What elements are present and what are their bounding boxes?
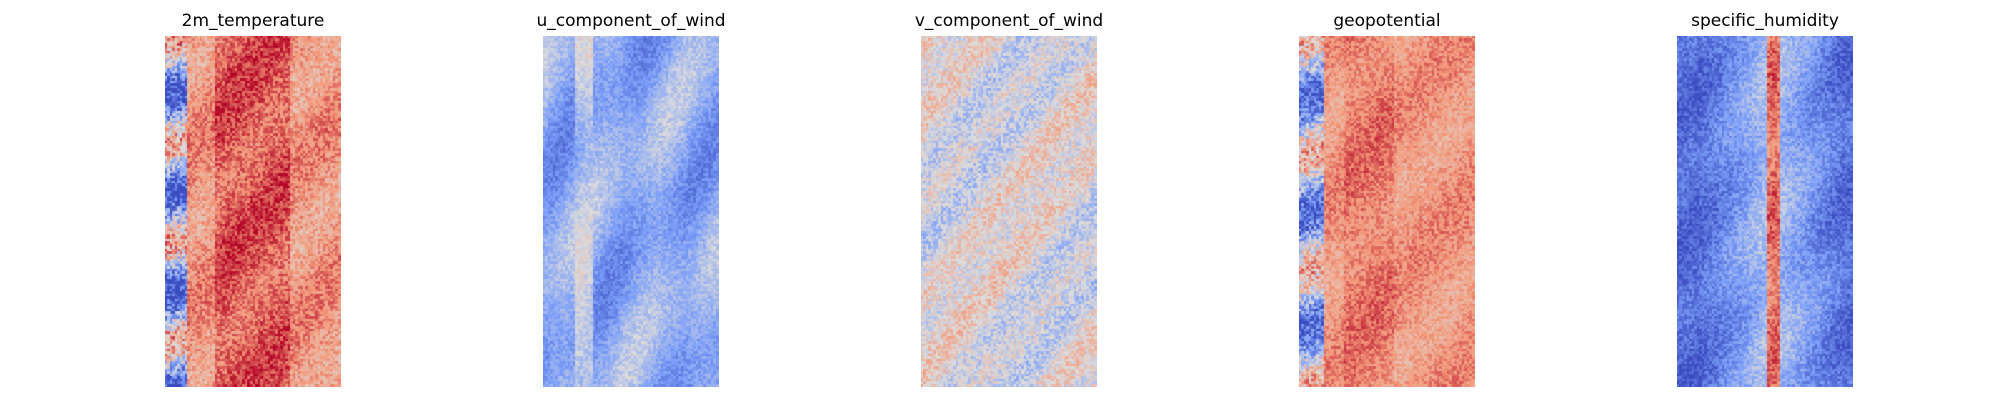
heatmap-canvas xyxy=(543,36,719,387)
panel-title: specific_humidity xyxy=(1691,11,1839,31)
heatmap-canvas xyxy=(1677,36,1853,387)
panel-title: geopotential xyxy=(1333,11,1441,31)
heatmap-canvas xyxy=(1299,36,1475,387)
panel-title: 2m_temperature xyxy=(181,11,325,31)
heatmap-panel-2: u_component_of_wind xyxy=(536,0,726,400)
heatmap-canvas xyxy=(921,36,1097,387)
heatmap-panel-4: geopotential xyxy=(1299,0,1475,400)
heatmap-panel-3: v_component_of_wind xyxy=(915,0,1103,400)
panel-title: v_component_of_wind xyxy=(914,11,1104,31)
heatmap-canvas xyxy=(165,36,341,387)
heatmap-panel-5: specific_humidity xyxy=(1677,0,1853,400)
panel-title: u_component_of_wind xyxy=(536,11,726,31)
heatmap-panel-1: 2m_temperature xyxy=(165,0,341,400)
